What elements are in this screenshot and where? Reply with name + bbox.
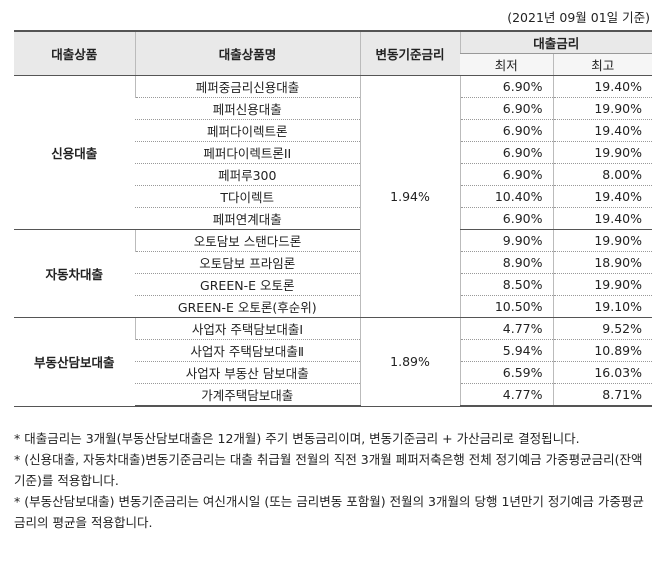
min-rate: 6.90% [459,119,553,142]
min-rate: 6.90% [459,97,553,120]
max-rate: 19.90% [552,97,653,120]
table-row: 페퍼연계대출 6.90% 19.40% [14,207,653,230]
column-header: 대출금리 [459,30,653,54]
table-row: 사업자 주택담보대출Ⅱ 5.94% 10.89% [14,339,653,362]
subcolumn-header: 최고 [552,53,653,76]
max-rate: 19.10% [552,295,653,318]
table-body: 신용대출 페퍼중금리신용대출 1.94% 6.90% 19.40% 페퍼신용대출 6.90%… [14,75,653,407]
subcolumn-header: 최저 [460,53,553,76]
min-rate: 6.90% [459,207,553,230]
max-rate: 16.03% [552,361,653,384]
min-rate: 6.59% [459,361,553,384]
table-row: T다이렉트 10.40% 19.40% [14,185,653,208]
max-rate: 10.89% [552,339,653,362]
date-note: (2021년 09월 01일 기준) [507,10,650,25]
min-rate: 4.77% [459,317,553,340]
product-name: 페퍼다이렉트론 [135,119,360,142]
product-name: GREEN-E 오토론(후순위) [135,295,360,318]
column-header: 대출상품명 [134,30,360,76]
max-rate: 8.00% [552,163,653,186]
product-name: 페퍼루300 [135,163,360,186]
product-group: 부동산담보대출 [14,317,135,407]
max-rate: 18.90% [552,251,653,274]
max-rate: 19.40% [552,75,653,98]
note: * (신용대출, 자동차대출)변동기준금리는 대출 취급월 전월의 직전 3개월… [14,452,643,488]
table-row: 사업자 부동산 담보대출 6.59% 16.03% [14,361,653,384]
product-name: 오토담보 스탠다드론 [134,229,360,252]
table-row: GREEN-E 오토론 8.50% 19.90% [14,273,653,296]
product-name: T다이렉트 [135,185,360,208]
max-rate: 19.40% [552,207,653,230]
base-rate: 1.89% [359,317,460,407]
product-name: GREEN-E 오토론 [135,273,360,296]
column-header: 변동기준금리 [359,30,460,76]
table-row: 부동산담보대출 사업자 주택담보대출Ⅰ 1.89% 4.77% 9.52% [14,317,653,407]
header-row: 최저 최고 [14,53,653,76]
min-rate: 6.90% [459,163,553,186]
min-rate: 9.90% [459,229,553,252]
table-row: 페퍼신용대출 6.90% 19.90% [14,97,653,120]
product-group: 신용대출 [14,75,135,230]
product-name: 가계주택담보대출 [135,383,360,407]
table-header: 대출상품 대출상품명 변동기준금리 대출금리 최저 최고 [14,30,653,76]
max-rate: 19.90% [552,229,653,252]
product-group: 자동차대출 [14,229,135,318]
max-rate: 19.40% [552,119,653,142]
product-name: 오토담보 프라임론 [135,251,360,274]
rate-table: 대출상품 대출상품명 변동기준금리 대출금리 최저 최고 신용대출 페퍼중금리신용… [14,30,653,407]
notes: * 대출금리는 3개월(부동산담보대출은 12개월) 주기 변동금리이며, 변동… [14,428,644,533]
base-rate: 1.94% [359,75,460,318]
max-rate: 9.52% [552,317,653,340]
min-rate: 10.40% [459,185,553,208]
max-rate: 19.90% [552,273,653,296]
product-name: 페퍼다이렉트론II [135,141,360,164]
table-row: 오토담보 프라임론 8.90% 18.90% [14,251,653,274]
header-row: 대출상품 대출상품명 변동기준금리 대출금리 [14,30,653,76]
product-name: 페퍼중금리신용대출 [134,75,360,98]
min-rate: 6.90% [459,141,553,164]
min-rate: 6.90% [459,75,553,98]
min-rate: 10.50% [459,295,553,318]
table-row: 페퍼다이렉트론II 6.90% 19.90% [14,141,653,164]
column-header: 대출상품 [14,30,135,76]
min-rate: 5.94% [459,339,553,362]
table-row: 자동차대출 오토담보 스탠다드론 9.90% 19.90% [14,229,653,318]
max-rate: 8.71% [552,383,653,407]
table-row: 페퍼루300 6.90% 8.00% [14,163,653,186]
product-name: 페퍼신용대출 [135,97,360,120]
product-name: 페퍼연계대출 [135,207,360,230]
min-rate: 4.77% [459,383,553,407]
table-row: GREEN-E 오토론(후순위) 10.50% 19.10% [14,295,653,318]
max-rate: 19.90% [552,141,653,164]
table-row: 페퍼다이렉트론 6.90% 19.40% [14,119,653,142]
min-rate: 8.90% [459,251,553,274]
product-name: 사업자 주택담보대출Ⅱ [135,339,360,362]
table-row: 신용대출 페퍼중금리신용대출 1.94% 6.90% 19.40% [14,75,653,318]
table-row: 가계주택담보대출 4.77% 8.71% [14,383,653,407]
product-name: 사업자 부동산 담보대출 [135,361,360,384]
product-name: 사업자 주택담보대출Ⅰ [134,317,360,340]
max-rate: 19.40% [552,185,653,208]
min-rate: 8.50% [459,273,553,296]
note: * (부동산담보대출) 변동기준금리는 여신개시일 (또는 금리변동 포함월) … [14,494,644,530]
note: * 대출금리는 3개월(부동산담보대출은 12개월) 주기 변동금리이며, 변동… [14,431,580,446]
